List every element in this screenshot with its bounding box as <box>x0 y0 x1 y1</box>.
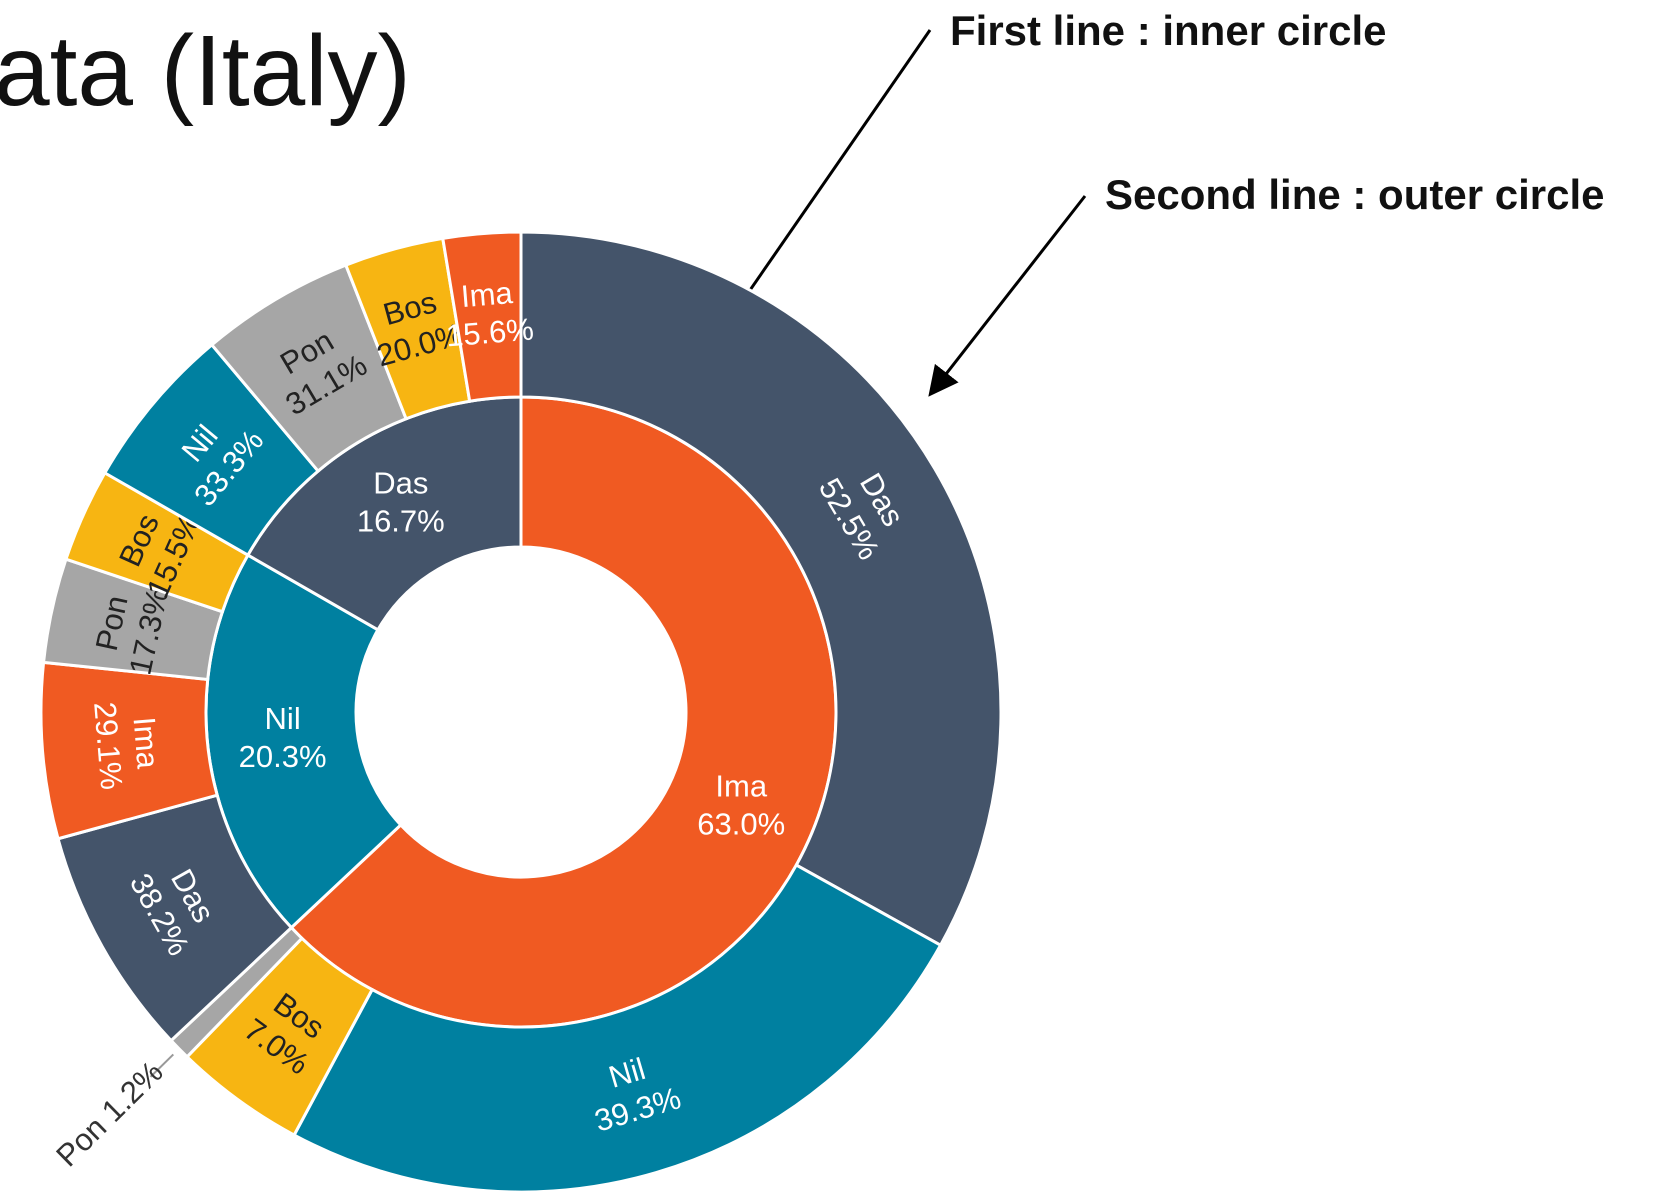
segment-name: Das <box>373 465 428 500</box>
segment-value: 15.6% <box>445 311 535 353</box>
segment-name: Nil <box>265 701 301 736</box>
segment-name: Pon <box>50 1110 114 1174</box>
outer-segment <box>292 863 943 1194</box>
segment-value: 1.2% <box>95 1054 170 1129</box>
annotation: Second line : outer circle <box>1105 171 1604 218</box>
segment-value: 29.1% <box>87 701 129 791</box>
segment-label: Pon 1.2% <box>50 1054 170 1173</box>
segment-name: Ima <box>715 769 767 804</box>
annotation: First line : inner circle <box>950 7 1386 54</box>
segment-name: Ima <box>127 716 166 771</box>
leader-line <box>149 1053 174 1078</box>
segment-value: 63.0% <box>697 807 785 842</box>
segment-name: Ima <box>460 275 515 314</box>
outer-segment <box>441 230 523 403</box>
outer-segment <box>519 230 1003 948</box>
segment-value: 16.7% <box>357 503 445 538</box>
chart-title: ata (Italy) <box>0 15 411 127</box>
segment-value: 20.3% <box>239 739 327 774</box>
arrow <box>928 195 1087 397</box>
segment-label: Pon 1.2% <box>50 1054 170 1173</box>
